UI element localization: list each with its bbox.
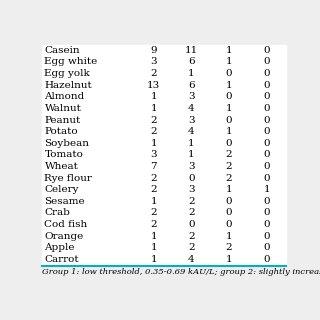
Text: 2: 2 [188,232,195,241]
Text: 0: 0 [226,139,232,148]
Text: 0: 0 [263,69,270,78]
Text: Carrot: Carrot [44,255,79,264]
Text: 2: 2 [150,116,157,124]
Text: 1: 1 [226,185,232,194]
Text: 1: 1 [226,104,232,113]
Text: 0: 0 [188,173,195,182]
Text: Egg white: Egg white [44,58,98,67]
Text: 13: 13 [147,81,160,90]
Text: 0: 0 [263,173,270,182]
Text: 1: 1 [150,232,157,241]
Text: Walnut: Walnut [44,104,81,113]
Text: 2: 2 [150,185,157,194]
Text: 0: 0 [263,255,270,264]
Text: Potato: Potato [44,127,78,136]
Text: 4: 4 [188,104,195,113]
Text: 2: 2 [150,208,157,217]
Text: 0: 0 [263,162,270,171]
Text: 6: 6 [188,81,195,90]
Text: Casein: Casein [44,46,80,55]
Text: 0: 0 [263,139,270,148]
Text: Rye flour: Rye flour [44,173,92,182]
Text: 1: 1 [226,127,232,136]
Text: Almond: Almond [44,92,85,101]
Text: 3: 3 [188,185,195,194]
Text: 2: 2 [150,69,157,78]
Text: 1: 1 [263,185,270,194]
Text: Tomato: Tomato [44,150,83,159]
Text: 0: 0 [263,232,270,241]
Text: 2: 2 [226,150,232,159]
Text: 3: 3 [150,58,157,67]
Text: Egg yolk: Egg yolk [44,69,90,78]
Text: 1: 1 [150,104,157,113]
Text: 1: 1 [226,46,232,55]
Text: 0: 0 [226,197,232,206]
Text: 11: 11 [185,46,198,55]
Text: 0: 0 [263,197,270,206]
Text: 6: 6 [188,58,195,67]
Text: 2: 2 [188,208,195,217]
Text: 3: 3 [188,116,195,124]
Text: Soybean: Soybean [44,139,90,148]
Text: 0: 0 [226,92,232,101]
Text: 1: 1 [226,255,232,264]
Text: Celery: Celery [44,185,79,194]
Text: Crab: Crab [44,208,70,217]
Text: 0: 0 [263,243,270,252]
Text: 1: 1 [188,139,195,148]
Text: 1: 1 [188,69,195,78]
Text: 0: 0 [263,208,270,217]
Text: 0: 0 [263,220,270,229]
Text: Sesame: Sesame [44,197,85,206]
Text: 3: 3 [188,162,195,171]
Text: 0: 0 [226,220,232,229]
Text: 4: 4 [188,255,195,264]
Text: 0: 0 [226,116,232,124]
Text: 2: 2 [226,173,232,182]
Text: Cod fish: Cod fish [44,220,88,229]
Text: 1: 1 [226,58,232,67]
Text: Hazelnut: Hazelnut [44,81,92,90]
Text: 7: 7 [150,162,157,171]
Text: 2: 2 [188,243,195,252]
Text: 0: 0 [263,46,270,55]
Text: 2: 2 [226,243,232,252]
Text: Orange: Orange [44,232,84,241]
Text: 2: 2 [226,162,232,171]
Text: 1: 1 [150,92,157,101]
Text: Peanut: Peanut [44,116,81,124]
Text: 4: 4 [188,127,195,136]
Text: Group 1: low threshold, 0.35-0.69 kAU/L; group 2: slightly increased,: Group 1: low threshold, 0.35-0.69 kAU/L;… [43,268,320,276]
Text: Apple: Apple [44,243,75,252]
Text: 2: 2 [150,220,157,229]
Text: 1: 1 [226,232,232,241]
Text: 1: 1 [150,255,157,264]
Text: 0: 0 [263,127,270,136]
Text: 2: 2 [150,127,157,136]
Text: 1: 1 [150,243,157,252]
Text: 0: 0 [263,150,270,159]
Text: 9: 9 [150,46,157,55]
Text: 0: 0 [263,81,270,90]
Text: Wheat: Wheat [44,162,78,171]
Text: 0: 0 [226,208,232,217]
Text: 1: 1 [150,139,157,148]
Text: 1: 1 [150,197,157,206]
Text: 0: 0 [188,220,195,229]
Text: 0: 0 [263,116,270,124]
Text: 0: 0 [263,92,270,101]
Text: 0: 0 [226,69,232,78]
Text: 1: 1 [226,81,232,90]
Text: 2: 2 [188,197,195,206]
Text: 0: 0 [263,104,270,113]
Text: 3: 3 [188,92,195,101]
Text: 0: 0 [263,58,270,67]
Bar [43,44,285,265]
Text: 1: 1 [188,150,195,159]
Text: 3: 3 [150,150,157,159]
Text: 2: 2 [150,173,157,182]
